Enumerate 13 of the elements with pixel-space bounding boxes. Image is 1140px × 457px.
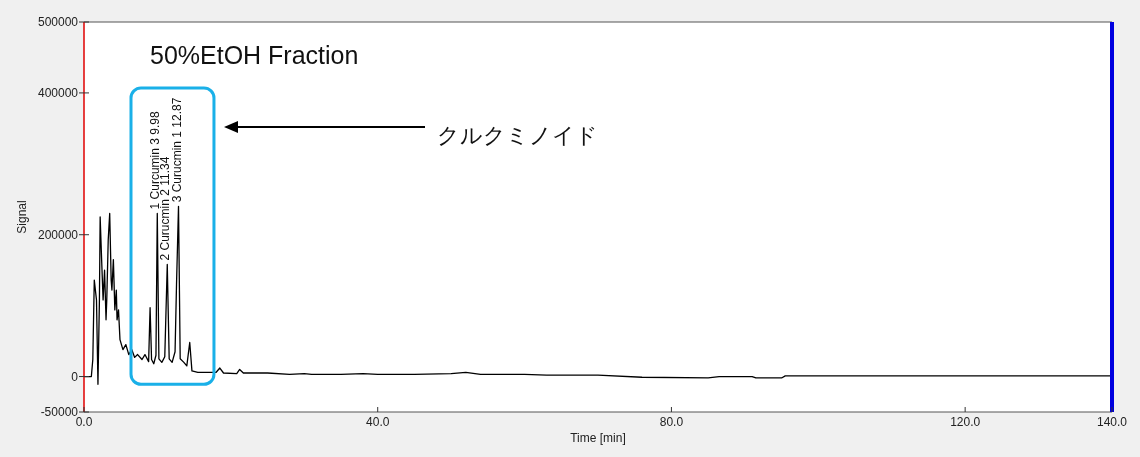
y-tick-label: 500000 <box>37 15 79 30</box>
text: 50%EtOH Fraction <box>150 41 359 69</box>
y-tick-label: 200000 <box>37 227 79 242</box>
y-tick-label: 0 <box>71 369 79 384</box>
y-axis-title: Signal <box>15 200 29 234</box>
y-tick-label: 400000 <box>37 86 79 101</box>
x-tick-label: 0.0 <box>75 415 93 429</box>
x-tick-label: 80.0 <box>659 415 684 429</box>
x-tick-label: 120.0 <box>950 415 981 429</box>
x-tick-label: 40.0 <box>366 415 390 429</box>
x-tick-label: 140.0 <box>1096 415 1128 429</box>
annotation: クルクミノイド <box>437 123 598 148</box>
x-axis-title: Time [min] <box>570 431 626 445</box>
